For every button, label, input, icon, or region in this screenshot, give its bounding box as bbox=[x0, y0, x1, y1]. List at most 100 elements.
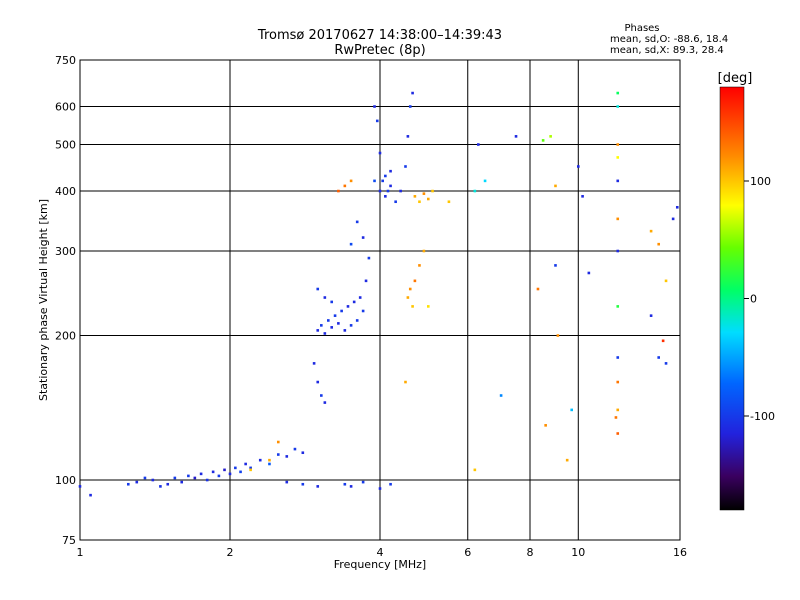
data-point bbox=[616, 179, 620, 183]
data-point bbox=[223, 468, 226, 472]
data-point bbox=[649, 229, 653, 233]
data-point bbox=[426, 305, 430, 308]
data-point bbox=[258, 458, 262, 462]
data-point bbox=[340, 309, 343, 313]
data-point bbox=[327, 319, 330, 322]
data-point bbox=[343, 329, 347, 332]
y-tick-label: 75 bbox=[62, 534, 76, 547]
data-point bbox=[285, 480, 289, 484]
data-point bbox=[367, 256, 371, 260]
data-point bbox=[301, 451, 305, 455]
data-point bbox=[316, 287, 320, 291]
data-point bbox=[657, 356, 660, 359]
data-point bbox=[426, 197, 430, 201]
data-point bbox=[649, 314, 653, 317]
data-point bbox=[565, 458, 569, 462]
data-point bbox=[217, 474, 221, 478]
data-point bbox=[373, 179, 376, 183]
data-point bbox=[358, 296, 362, 299]
data-point bbox=[664, 279, 668, 283]
y-tick-label: 200 bbox=[55, 330, 76, 343]
data-point bbox=[293, 447, 297, 451]
data-points bbox=[78, 91, 679, 497]
data-point bbox=[301, 482, 305, 486]
data-point bbox=[394, 200, 397, 204]
data-point bbox=[276, 440, 280, 444]
data-point bbox=[126, 482, 130, 486]
data-point bbox=[333, 314, 337, 317]
data-point bbox=[554, 184, 557, 188]
data-point bbox=[373, 105, 376, 108]
data-point bbox=[616, 356, 620, 359]
data-point bbox=[404, 165, 407, 168]
y-tick-label: 300 bbox=[55, 245, 76, 258]
data-point bbox=[78, 485, 82, 488]
data-point bbox=[473, 468, 477, 472]
data-point bbox=[616, 305, 620, 308]
colorbar-tick-label: -100 bbox=[750, 410, 775, 423]
data-point bbox=[166, 482, 170, 486]
colorbar bbox=[719, 86, 745, 511]
data-point bbox=[364, 279, 368, 283]
data-point bbox=[536, 287, 540, 291]
chart-title: Tromsø 20170627 14:38:00–14:39:43 bbox=[257, 28, 502, 43]
data-point bbox=[477, 143, 480, 146]
data-point bbox=[616, 156, 620, 159]
phases-x-stats: mean, sd,X: 89.3, 28.4 bbox=[610, 45, 724, 56]
data-point bbox=[151, 478, 155, 482]
colorbar-label: [deg] bbox=[718, 71, 753, 86]
colorbar-tick-label: 100 bbox=[750, 175, 771, 188]
data-point bbox=[431, 189, 434, 193]
data-point bbox=[352, 300, 356, 304]
data-point bbox=[228, 472, 232, 476]
data-point bbox=[378, 151, 382, 155]
data-point bbox=[541, 139, 545, 142]
data-point bbox=[268, 458, 271, 462]
data-point bbox=[276, 453, 280, 456]
data-point bbox=[389, 184, 392, 188]
data-point bbox=[616, 432, 620, 435]
data-point bbox=[343, 482, 347, 486]
data-point bbox=[411, 91, 414, 95]
data-point bbox=[337, 322, 340, 325]
data-point bbox=[89, 493, 92, 497]
data-point bbox=[411, 305, 414, 308]
data-point bbox=[570, 408, 573, 412]
data-point bbox=[187, 474, 190, 478]
y-tick-label: 500 bbox=[55, 139, 76, 152]
data-point bbox=[349, 179, 353, 183]
data-point bbox=[399, 189, 402, 193]
data-point bbox=[389, 482, 392, 486]
data-point bbox=[285, 455, 289, 458]
data-point bbox=[616, 380, 620, 384]
data-point bbox=[544, 424, 547, 427]
y-tick-label: 400 bbox=[55, 185, 76, 198]
data-point bbox=[549, 135, 552, 138]
data-point bbox=[554, 264, 557, 267]
x-tick-label: 8 bbox=[527, 546, 534, 559]
phases-heading: Phases bbox=[624, 23, 659, 34]
data-point bbox=[473, 189, 477, 193]
data-point bbox=[316, 329, 320, 332]
data-point bbox=[349, 324, 353, 327]
x-tick-label: 10 bbox=[571, 546, 585, 559]
data-point bbox=[211, 470, 215, 474]
data-point bbox=[316, 485, 320, 488]
data-point bbox=[404, 380, 407, 384]
data-point bbox=[320, 324, 323, 327]
data-point bbox=[447, 200, 451, 204]
data-point bbox=[422, 192, 426, 195]
data-point bbox=[323, 401, 327, 404]
data-point bbox=[159, 485, 162, 488]
data-point bbox=[346, 305, 350, 308]
data-point bbox=[616, 91, 620, 95]
data-point bbox=[323, 332, 327, 335]
data-point bbox=[173, 476, 177, 480]
data-point bbox=[199, 472, 203, 476]
data-point bbox=[312, 362, 316, 365]
data-point bbox=[268, 462, 271, 466]
colorbar-tick-label: 0 bbox=[750, 293, 757, 306]
data-point bbox=[234, 466, 237, 470]
data-point bbox=[616, 143, 620, 146]
data-point bbox=[249, 468, 252, 472]
